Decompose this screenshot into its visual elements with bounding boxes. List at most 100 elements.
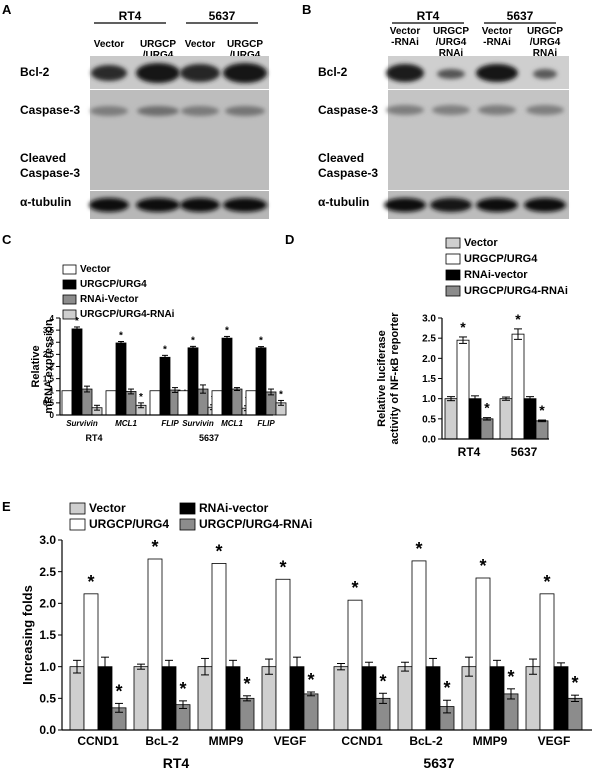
bar-vector bbox=[499, 398, 513, 440]
panel-letter-d: D bbox=[285, 232, 294, 247]
bar-rnai-vector bbox=[81, 388, 93, 416]
legend-swatch bbox=[62, 264, 77, 275]
x-category-label: Survivin bbox=[66, 419, 98, 428]
significance-star: * bbox=[243, 674, 250, 694]
western-blot-a: RT4 5637 Vector URGCP/URG4 Vector URGCP/URG4 B… bbox=[20, 9, 269, 219]
legend-label: RNAi-vector bbox=[199, 501, 269, 515]
y-tick-label: 0.0 bbox=[39, 723, 56, 737]
bar-urgcp-urg4-rnai bbox=[567, 697, 583, 731]
blot-band bbox=[384, 198, 426, 212]
bar-urgcp-urg4 bbox=[147, 558, 163, 731]
bar-vector bbox=[245, 390, 257, 416]
significance-star: * bbox=[179, 679, 186, 699]
y-tick-label: 2 bbox=[50, 362, 55, 371]
blot-band bbox=[223, 63, 267, 83]
blot-lane-label: /URG4 bbox=[530, 37, 561, 48]
significance-star: * bbox=[87, 572, 94, 592]
significance-star: * bbox=[225, 325, 229, 336]
bar-vector bbox=[149, 390, 161, 416]
x-category-label: VEGF bbox=[538, 734, 571, 748]
y-tick-label: 0.5 bbox=[422, 414, 436, 425]
bar-vector bbox=[197, 666, 213, 731]
legend-swatch bbox=[179, 502, 196, 515]
western-blot-b: RT4 5637Vector-RNAiURGCP/URG4RNAiVector-R… bbox=[318, 9, 569, 219]
blot-band bbox=[476, 64, 518, 82]
significance-star: * bbox=[191, 335, 195, 346]
x-category-label: MMP9 bbox=[209, 734, 244, 748]
significance-star: * bbox=[279, 557, 286, 577]
bar-urgcp-urg4 bbox=[275, 578, 291, 731]
y-tick-label: 0 bbox=[50, 411, 55, 420]
legend-swatch bbox=[69, 502, 86, 515]
y-tick-label: 2.5 bbox=[422, 334, 436, 345]
legend-swatch bbox=[62, 279, 77, 290]
blot-band bbox=[91, 65, 127, 81]
bar-vector bbox=[133, 666, 149, 731]
x-category-label: 5637 bbox=[511, 445, 538, 459]
blot-row-label: Bcl-2 bbox=[20, 65, 50, 79]
legend-swatch bbox=[445, 285, 461, 297]
x-group-label: RT4 bbox=[163, 755, 190, 771]
blot-row-label: Caspase-3 bbox=[20, 166, 80, 180]
y-tick-label: 1 bbox=[50, 387, 55, 396]
significance-star: * bbox=[479, 556, 486, 576]
blot-band bbox=[89, 198, 129, 212]
significance-star: * bbox=[515, 311, 521, 327]
legend-swatch bbox=[445, 269, 461, 281]
panel-letter-e: E bbox=[2, 499, 11, 514]
legend-swatch bbox=[62, 309, 77, 320]
bar-chart-e: 0.0 0.5 1.0 1.5 2.0 2.5 3.0 Increasing folds * * C… bbox=[20, 501, 592, 771]
bar-urgcp-urg4 bbox=[456, 339, 470, 440]
bar-vector bbox=[69, 666, 85, 731]
blot-row-label: α-tubulin bbox=[318, 195, 369, 209]
bar-rnai-vector bbox=[468, 398, 482, 440]
blot-group-label: RT4 bbox=[417, 9, 440, 23]
legend-swatch bbox=[69, 518, 86, 531]
legend-label: URGCP/URG4-RNAi bbox=[464, 285, 568, 297]
blot-row-label: Caspase-3 bbox=[20, 103, 80, 117]
bar-urgcp-urg4 bbox=[187, 347, 199, 416]
legend-label: Vector bbox=[80, 264, 111, 275]
x-category-label: BcL-2 bbox=[145, 734, 179, 748]
bar-urgcp-urg4-rnai bbox=[480, 418, 494, 440]
x-category-label: FLIP bbox=[161, 419, 179, 428]
blot-row-label: Caspase-3 bbox=[318, 103, 378, 117]
bar-chart-d: 0.0 0.5 1.0 1.5 2.0 2.5 3.0 Relative luciferase… bbox=[376, 237, 568, 459]
significance-star: * bbox=[484, 400, 490, 416]
legend-label: Vector bbox=[464, 237, 498, 249]
legend-label: URGCP/URG4-RNAi bbox=[80, 309, 175, 320]
bar-vector bbox=[177, 390, 189, 416]
significance-star: * bbox=[115, 681, 122, 701]
blot-lane-label: URGCP bbox=[527, 26, 563, 37]
blot-band bbox=[386, 105, 424, 115]
x-category-label: VEGF bbox=[274, 734, 307, 748]
bar-urgcp-urg4 bbox=[347, 599, 363, 731]
y-tick-label: 4 bbox=[50, 314, 55, 323]
y-axis-label: Relative luciferase bbox=[376, 330, 388, 427]
bar-rnai-vector bbox=[231, 388, 243, 416]
x-group-label: 5637 bbox=[423, 755, 454, 771]
panel-letter-c: C bbox=[2, 232, 12, 247]
blot-band bbox=[526, 105, 564, 115]
significance-star: * bbox=[351, 578, 358, 598]
blot-group-label: 5637 bbox=[507, 9, 534, 23]
blot-lane-label: Vector bbox=[94, 39, 125, 50]
y-axis-label: mRNA expression bbox=[43, 319, 55, 414]
bar-rnai-vector bbox=[523, 398, 537, 440]
legend-label: URGCP/URG4 bbox=[89, 517, 169, 531]
legend-label: Vector bbox=[89, 501, 126, 515]
x-category-label: CCND1 bbox=[341, 734, 383, 748]
significance-star: * bbox=[539, 402, 545, 418]
significance-star: * bbox=[259, 336, 263, 347]
bar-rnai-vector bbox=[361, 666, 377, 731]
bar-urgcp-urg4 bbox=[71, 328, 83, 416]
legend-label: RNAi-vector bbox=[464, 269, 528, 281]
bar-rnai-vector bbox=[125, 391, 137, 416]
bar-rnai-vector bbox=[489, 666, 505, 731]
bar-urgcp-urg4 bbox=[115, 342, 127, 416]
significance-star: * bbox=[215, 541, 222, 561]
bar-urgcp-urg4 bbox=[211, 563, 227, 731]
legend-swatch bbox=[179, 518, 196, 531]
legend-label: RNAi-Vector bbox=[80, 294, 138, 305]
